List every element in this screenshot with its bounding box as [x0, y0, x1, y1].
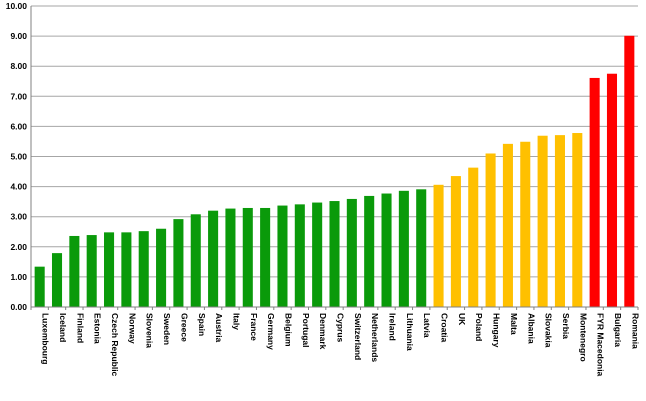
- x-tick-label: Iceland: [58, 313, 68, 342]
- y-axis: 0.00 1.00 2.00 3.00 4.00 5.00 6.00 7.00 8.00 9.00…: [6, 1, 32, 312]
- bar: [520, 141, 531, 307]
- y-tick-label: 9.00: [10, 31, 27, 41]
- bar: [312, 202, 323, 307]
- bar: [51, 253, 63, 307]
- bar: [190, 214, 201, 307]
- bar: [86, 235, 97, 307]
- x-tick-label: Malta: [509, 313, 519, 335]
- x-tick-label: Switzerland: [353, 313, 363, 360]
- bar: [242, 207, 253, 307]
- bar: [34, 266, 45, 307]
- bar: [260, 207, 271, 307]
- x-tick-label: Greece: [179, 313, 189, 342]
- bar: [381, 193, 392, 307]
- bar: [156, 228, 167, 307]
- bar: [121, 232, 132, 307]
- x-tick-label: Romania: [630, 313, 640, 349]
- y-tick-label: 8.00: [10, 61, 27, 71]
- x-tick-label: Spain: [197, 313, 207, 336]
- bar: [433, 184, 444, 307]
- x-tick-label: Austria: [214, 313, 224, 343]
- y-tick-label: 5.00: [10, 152, 27, 162]
- x-tick-label: Albania: [526, 313, 536, 344]
- x-tick-label: Sweden: [162, 313, 172, 345]
- x-tick-label: Hungary: [492, 313, 502, 348]
- x-tick-label: Portugal: [301, 313, 311, 347]
- bar: [398, 190, 409, 307]
- y-tick-label: 10.00: [6, 1, 28, 11]
- x-tick-label: Latvia: [422, 313, 432, 338]
- bar: [104, 232, 115, 307]
- x-tick-label: Estonia: [93, 313, 103, 344]
- bar: [329, 201, 340, 307]
- bar: [346, 198, 357, 307]
- grid-lines: [31, 5, 638, 308]
- x-tick-label: Finland: [75, 313, 85, 343]
- y-tick-label: 7.00: [10, 91, 27, 101]
- bar: [173, 219, 184, 307]
- y-tick-label: 4.00: [10, 182, 27, 192]
- bar: [69, 235, 80, 307]
- x-tick-label: Slovenia: [145, 313, 155, 348]
- bar: [624, 35, 635, 307]
- bar: [502, 143, 513, 307]
- bar: [138, 231, 149, 307]
- bar: [606, 73, 618, 307]
- bar: [537, 135, 548, 307]
- y-tick-label: 6.00: [10, 121, 27, 131]
- x-tick-label: Germany: [266, 313, 276, 350]
- x-tick-label: Serbia: [561, 313, 571, 339]
- bar: [468, 167, 479, 307]
- bar: [554, 135, 565, 307]
- x-tick-label: Poland: [474, 313, 484, 341]
- x-tick-label: Belgium: [283, 313, 293, 347]
- y-tick-label: 0.00: [10, 302, 27, 312]
- x-tick-label: UK: [457, 313, 467, 326]
- x-tick-label: Czech Republic: [110, 313, 120, 377]
- x-tick-label: Cyprus: [336, 313, 346, 343]
- x-tick-label: Croatia: [440, 313, 450, 343]
- x-tick-label: Norway: [127, 313, 137, 344]
- bar: [277, 205, 288, 307]
- x-tick-label: Denmark: [318, 313, 328, 350]
- x-tick-label: Montenegro: [578, 313, 588, 362]
- bar: [225, 208, 236, 307]
- x-tick-label: Luxembourg: [41, 313, 51, 364]
- bars: [34, 35, 635, 308]
- x-tick-label: Lithuania: [405, 313, 415, 351]
- bar: [416, 189, 427, 307]
- bar: [572, 133, 583, 307]
- bar: [364, 195, 375, 307]
- y-tick-label: 2.00: [10, 242, 27, 252]
- bar: [450, 176, 461, 307]
- bar: [589, 77, 600, 308]
- x-tick-label: Slovakia: [544, 313, 554, 348]
- x-tick-label: France: [249, 313, 259, 341]
- bar: [294, 204, 305, 307]
- bar: [208, 210, 219, 307]
- x-tick-label: Italy: [231, 313, 241, 330]
- x-tick-label: Bulgaria: [613, 313, 623, 347]
- x-tick-label: Netherlands: [370, 313, 380, 362]
- x-tick-label: FYR Macedonia: [596, 313, 606, 377]
- x-axis: Luxembourg Iceland Finland Estonia Czech Rep…: [30, 306, 640, 377]
- x-tick-label: Ireland: [388, 313, 398, 341]
- y-tick-label: 1.00: [10, 272, 27, 282]
- y-tick-label: 3.00: [10, 212, 27, 222]
- bar: [485, 153, 496, 307]
